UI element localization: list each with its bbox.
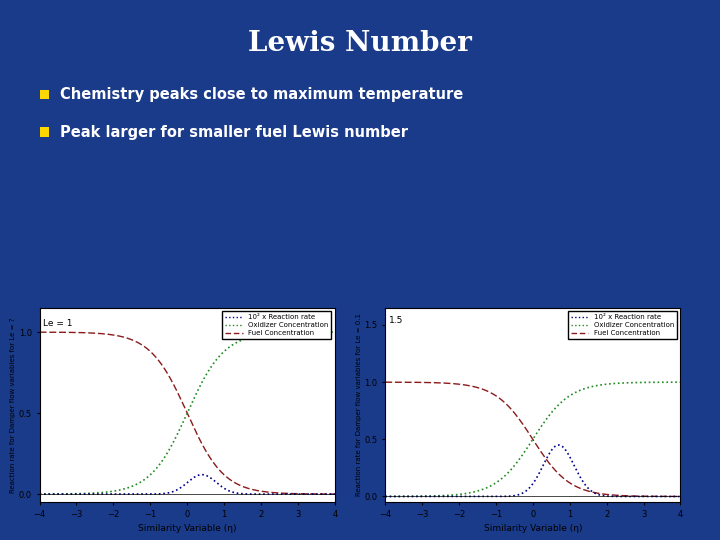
Y-axis label: Reaction rate for Damper flow variables for Le = 0.1: Reaction rate for Damper flow variables … (356, 314, 361, 496)
X-axis label: Similarity Variable (η): Similarity Variable (η) (484, 524, 582, 534)
Text: Peak larger for smaller fuel Lewis number: Peak larger for smaller fuel Lewis numbe… (60, 125, 408, 140)
Text: 1.5: 1.5 (389, 316, 403, 325)
Legend: 10² x Reaction rate, Oxidizer Concentration, Fuel Concentration: 10² x Reaction rate, Oxidizer Concentrat… (568, 311, 677, 339)
Text: Lewis Number: Lewis Number (248, 30, 472, 57)
Legend: 10² x Reaction rate, Oxidizer Concentration, Fuel Concentration: 10² x Reaction rate, Oxidizer Concentrat… (222, 311, 331, 339)
Text: Chemistry peaks close to maximum temperature: Chemistry peaks close to maximum tempera… (60, 87, 463, 102)
Text: Le = 1: Le = 1 (43, 319, 73, 328)
X-axis label: Similarity Variable (η): Similarity Variable (η) (138, 524, 236, 534)
Y-axis label: Reaction rate for Damper flow variables for Le = ?: Reaction rate for Damper flow variables … (10, 317, 16, 492)
